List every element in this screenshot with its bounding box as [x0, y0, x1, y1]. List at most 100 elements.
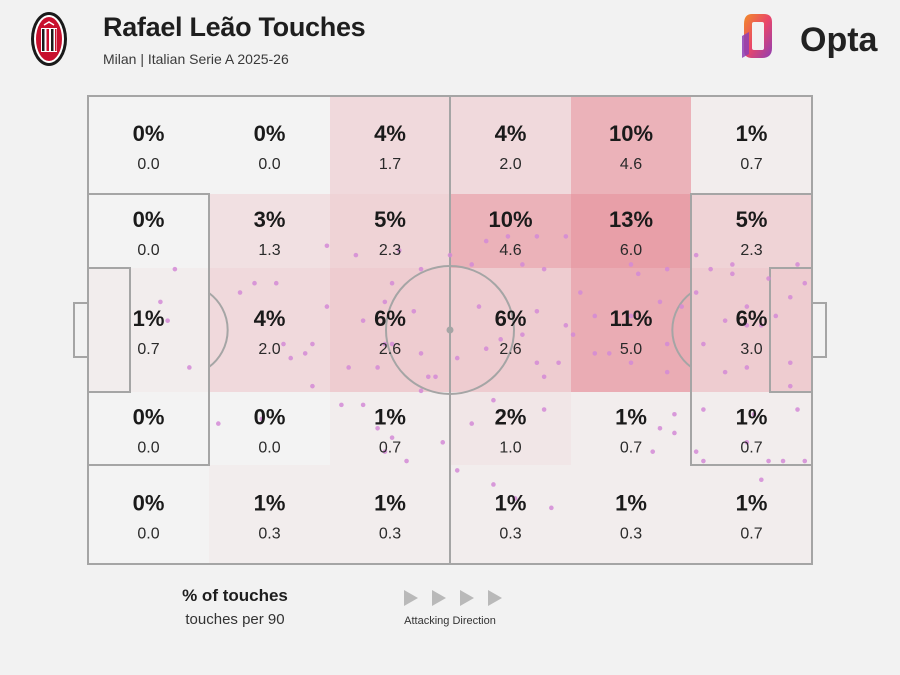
touch-dot	[382, 299, 388, 305]
touch-dot	[498, 337, 503, 342]
touch-dot	[541, 374, 547, 380]
touch-dot	[375, 425, 380, 431]
touch-dot	[628, 262, 634, 267]
heatmap-cell-r2-c4	[571, 268, 691, 392]
touch-dot	[382, 449, 388, 454]
attacking-direction-label: Attacking Direction	[404, 615, 496, 627]
touch-dot	[252, 280, 257, 286]
cell-percent-label: 10%	[609, 121, 653, 146]
cell-per90-label: 2.3	[379, 242, 401, 259]
touch-dot	[693, 290, 699, 295]
cell-percent-label: 5%	[736, 207, 768, 232]
cell-per90-label: 0.7	[620, 440, 642, 457]
touch-dot	[693, 449, 699, 454]
touch-dot	[701, 407, 706, 412]
right-goal	[811, 302, 827, 358]
cell-percent-label: 0%	[133, 207, 165, 232]
cell-percent-label: 5%	[374, 207, 406, 232]
touch-dot	[592, 313, 598, 319]
touch-dot	[722, 318, 728, 323]
touch-dot	[158, 299, 163, 305]
touch-dot	[744, 365, 750, 370]
cell-percent-label: 6%	[736, 306, 768, 331]
touch-dot	[549, 505, 554, 511]
cell-percent-label: 1%	[374, 405, 406, 430]
touch-dot	[324, 304, 330, 309]
heatmap-cell-r1-c2	[330, 194, 450, 268]
cell-per90-label: 1.0	[499, 440, 521, 457]
touch-dot	[433, 374, 438, 380]
cell-per90-label: 0.7	[740, 526, 762, 543]
heatmap-cell-r0-c3	[450, 96, 571, 194]
touch-dot	[672, 411, 677, 417]
heatmap-cell-r4-c1	[209, 465, 330, 564]
cell-per90-label: 0.0	[137, 440, 159, 457]
cell-per90-label: 0.0	[137, 526, 159, 543]
touch-dot	[708, 266, 713, 272]
heatmap-cell-r3-c3	[450, 392, 571, 465]
touch-dot	[491, 397, 496, 403]
cell-percent-label: 1%	[736, 405, 768, 430]
cell-per90-label: 2.0	[258, 341, 280, 358]
touch-dot	[556, 360, 561, 366]
cell-percent-label: 6%	[374, 306, 406, 331]
touch-dot	[469, 262, 475, 267]
heatmap-cell-r1-c1	[209, 194, 330, 268]
heatmap-cell-r3-c1	[209, 392, 330, 465]
cell-percent-label: 0%	[133, 405, 165, 430]
touch-dot	[310, 341, 315, 347]
touch-dot	[505, 234, 511, 239]
cell-per90-label: 0.3	[499, 526, 521, 543]
touch-dot	[730, 271, 735, 277]
touch-dot	[650, 449, 656, 454]
legend-secondary-label: touches per 90	[185, 611, 285, 628]
touch-dot	[664, 369, 670, 375]
touch-dot	[389, 435, 395, 440]
touch-dot	[483, 346, 489, 352]
touch-dot	[165, 318, 170, 323]
cell-per90-label: 0.0	[137, 242, 159, 259]
cell-percent-label: 0%	[254, 121, 286, 146]
touch-dot	[802, 280, 808, 286]
touch-dot	[787, 360, 793, 366]
heatmap-labels: 0% 0.0 0% 0.0 4% 1.7 4% 2.0 10% 4.6 1% 0.7 0% 0.0 3% 1.…	[133, 121, 768, 543]
cell-per90-label: 0.0	[258, 156, 280, 173]
touch-dot	[751, 411, 757, 417]
heatmap-cell-r2-c0	[88, 268, 209, 392]
heatmap-cell-r0-c5	[691, 96, 812, 194]
touch-dot	[483, 238, 489, 244]
heatmap-cell-r3-c5	[691, 392, 812, 465]
touch-dot	[375, 365, 380, 370]
touch-dot	[389, 280, 395, 286]
cell-per90-label: 6.0	[620, 242, 642, 259]
touch-dot	[730, 262, 735, 267]
touch-dot	[281, 341, 286, 347]
page-subtitle: Milan | Italian Serie A 2025-26	[103, 51, 289, 67]
heatmap-cells	[88, 96, 812, 564]
cell-percent-label: 1%	[254, 491, 286, 516]
touch-dot	[773, 313, 779, 319]
touch-dot	[476, 304, 482, 309]
cell-percent-label: 11%	[610, 306, 653, 331]
touch-dot	[664, 266, 670, 272]
touch-dot	[425, 374, 431, 380]
touch-dot	[563, 323, 569, 328]
cell-percent-label: 1%	[615, 405, 647, 430]
heatmap-cell-r2-c2	[330, 268, 450, 392]
cell-per90-label: 0.3	[620, 526, 642, 543]
touch-dot	[339, 402, 344, 408]
touch-dot	[187, 365, 192, 370]
touch-dot	[491, 482, 496, 487]
touch-dot	[766, 458, 771, 464]
cell-per90-label: 1.3	[258, 242, 280, 259]
touch-dot	[346, 365, 351, 370]
heatmap-cell-r0-c0	[88, 96, 209, 194]
touch-dot	[534, 360, 540, 366]
touch-dot	[780, 458, 786, 464]
touch-dot	[679, 304, 684, 309]
cell-percent-label: 1%	[133, 306, 165, 331]
heatmap-cell-r4-c4	[571, 465, 691, 564]
touch-dot	[534, 308, 540, 314]
heatmap-cell-r2-c5	[691, 268, 812, 392]
touch-dot	[418, 351, 424, 356]
